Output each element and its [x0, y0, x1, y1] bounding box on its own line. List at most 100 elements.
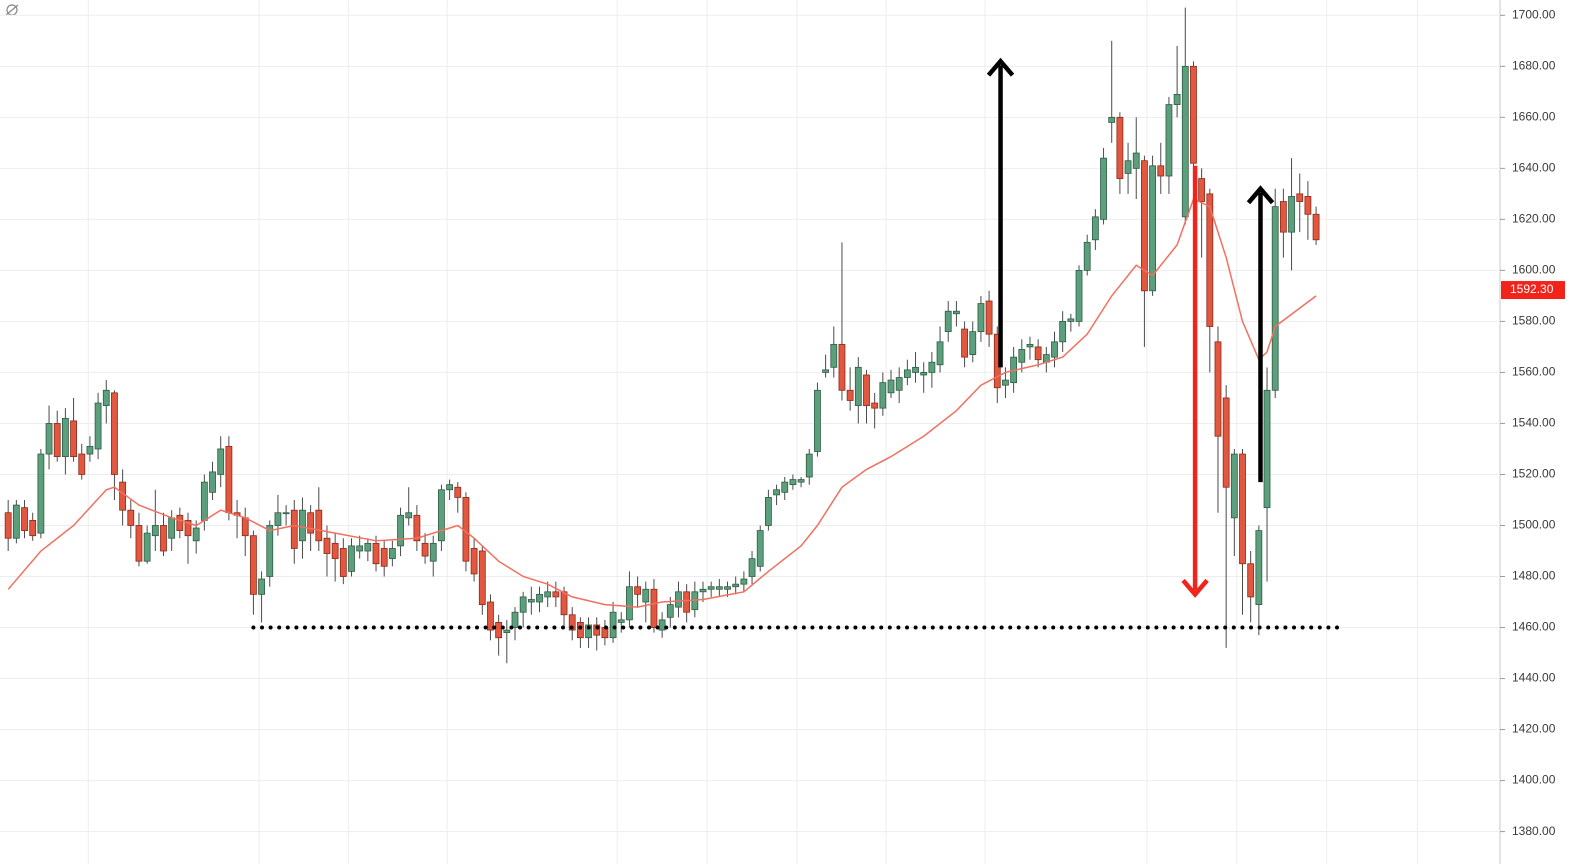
candle-up: [258, 578, 265, 595]
candle-up: [536, 593, 543, 603]
candle-up: [209, 471, 216, 493]
candle-down: [127, 509, 135, 526]
y-tick-label: 1420.00: [1512, 722, 1556, 736]
candle-down: [683, 591, 691, 613]
candle-up: [936, 341, 944, 366]
candle-up: [45, 423, 53, 455]
candle-up: [143, 532, 151, 562]
candle-up: [348, 545, 355, 572]
candle-down: [1198, 178, 1206, 202]
candle-up: [748, 558, 756, 577]
y-tick-label: 1580.00: [1512, 314, 1556, 328]
candle-up: [356, 545, 364, 552]
candles: [4, 7, 1320, 664]
candle-up: [1271, 206, 1279, 391]
candle-down: [871, 402, 879, 409]
candle-up: [12, 504, 20, 539]
candle-down: [487, 601, 494, 631]
candle-down: [78, 453, 86, 475]
candle-down: [1214, 341, 1222, 437]
candle-down: [250, 535, 257, 595]
candle-up: [1100, 157, 1107, 220]
candle-down: [1116, 116, 1124, 179]
candle-up: [94, 402, 102, 450]
candle-down: [650, 588, 658, 628]
candle-down: [576, 622, 584, 639]
candle-down: [863, 374, 870, 406]
candle-down: [1239, 453, 1246, 565]
candle-up: [903, 369, 911, 378]
candle-down: [70, 420, 77, 458]
candle-up: [519, 596, 527, 613]
candle-up: [675, 591, 682, 608]
candle-down: [53, 423, 61, 458]
candle-down: [176, 514, 184, 531]
candle-down: [413, 514, 421, 542]
candle-up: [1132, 152, 1140, 169]
candle-up: [405, 512, 413, 519]
candle-up: [1083, 241, 1091, 271]
candle-down: [1141, 160, 1148, 292]
candle-up: [740, 578, 748, 585]
candle-up: [1108, 116, 1116, 123]
candle-up: [626, 586, 633, 621]
candle-up: [887, 379, 895, 394]
y-tick-label: 1680.00: [1512, 58, 1556, 72]
candle-up: [192, 527, 200, 542]
candle-up: [1263, 389, 1271, 509]
arrow-head: [986, 57, 1015, 77]
candle-up: [879, 382, 887, 409]
candle-down: [119, 481, 127, 511]
y-tick-label: 1560.00: [1512, 365, 1556, 379]
candle-down: [560, 591, 568, 616]
candle-down: [135, 525, 143, 562]
candle-down: [593, 624, 601, 636]
candle-down: [184, 519, 192, 537]
y-tick-label: 1540.00: [1512, 416, 1556, 430]
candle-down: [1304, 196, 1312, 215]
candle-up: [715, 586, 723, 590]
candle-down: [495, 622, 503, 639]
candle-up: [944, 310, 952, 333]
candle-up: [609, 611, 617, 639]
candle-down: [568, 614, 576, 631]
candle-up: [1051, 341, 1058, 358]
candle-down: [315, 509, 323, 542]
candle-down: [1206, 193, 1214, 327]
candle-down: [160, 525, 167, 552]
candle-down: [846, 389, 854, 401]
arrow-head: [1181, 578, 1209, 598]
candle-down: [552, 591, 560, 598]
candle-up: [1149, 165, 1156, 292]
candle-up: [151, 525, 159, 537]
candle-down: [290, 509, 298, 549]
candle-up: [797, 479, 805, 483]
candle-up: [953, 310, 960, 315]
candle-up: [1018, 349, 1026, 363]
candle-down: [1247, 563, 1255, 598]
candle-up: [446, 484, 453, 491]
candle-up: [364, 542, 372, 552]
candle-up: [789, 479, 797, 486]
candle-down: [380, 548, 388, 567]
candle-up: [658, 619, 666, 631]
arrow-head: [1246, 185, 1275, 205]
candle-down: [21, 507, 28, 531]
candle-up: [1026, 343, 1034, 348]
candle-up: [544, 591, 552, 598]
candle-down: [339, 548, 347, 577]
candle-up: [282, 512, 290, 515]
candle-up: [397, 514, 404, 547]
candle-up: [1181, 65, 1189, 218]
candle-up: [1173, 93, 1181, 105]
y-tick-label: 1700.00: [1512, 7, 1556, 21]
candle-down: [1312, 213, 1320, 241]
candle-up: [168, 517, 176, 539]
candle-up: [920, 372, 928, 376]
candle-up: [895, 377, 903, 391]
candle-up: [732, 583, 740, 588]
y-tick-label: 1660.00: [1512, 110, 1556, 124]
candle-up: [102, 389, 110, 406]
candle-down: [454, 486, 462, 498]
candle-up: [503, 629, 511, 634]
